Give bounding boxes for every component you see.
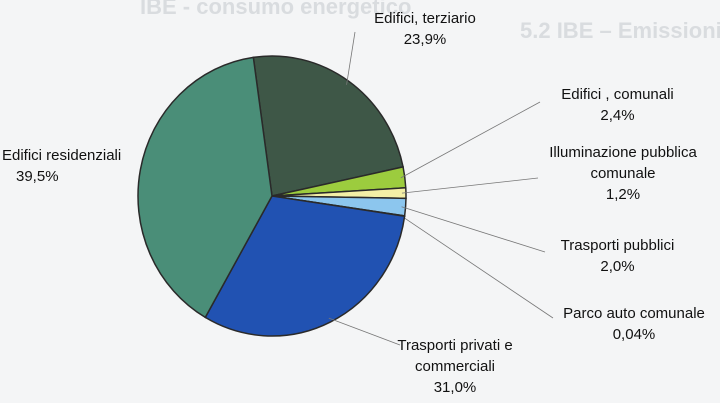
label-terziario: Edifici, terziario 23,9% — [360, 8, 490, 50]
leader-line-2 — [401, 177, 539, 194]
slice-label: Edifici residenziali — [2, 147, 122, 164]
leader-line-0 — [346, 31, 356, 85]
leader-line-4 — [400, 215, 554, 319]
slice-value-label: 2,4% — [600, 107, 635, 124]
slice-label: Illuminazione pubblica — [549, 144, 697, 161]
leader-line-5 — [328, 317, 401, 346]
background-heading-right: 5.2 IBE – Emissioni — [520, 18, 720, 43]
slice-label: Parco auto comunale — [563, 305, 705, 322]
slice-value-label: 1,2% — [605, 186, 641, 203]
pie-slice-6 — [137, 56, 273, 319]
slice-label: Edifici , comunali — [561, 86, 674, 103]
slice-label: Edifici, terziario — [374, 10, 476, 27]
slice-value-label: 23,9% — [403, 31, 447, 48]
slice-value-label: 2,0% — [600, 258, 635, 275]
slice-label: Trasporti privati e — [397, 337, 513, 354]
pie-slice-5 — [204, 195, 406, 337]
slice-value-label: 0,04% — [612, 326, 656, 343]
pie-slice-0 — [252, 55, 404, 197]
leader-line-3 — [401, 206, 546, 253]
label-parco-auto: Parco auto comunale 0,04% — [548, 303, 720, 345]
label-illuminazione: Illuminazione pubblica comunale 1,2% — [533, 142, 713, 205]
slice-label: comunale — [590, 165, 656, 182]
label-residenziali: Edifici residenziali 39,5% — [2, 145, 170, 187]
leader-line-1 — [400, 101, 541, 179]
slice-value-label: 39,5% — [16, 168, 59, 185]
label-comunali: Edifici , comunali 2,4% — [540, 84, 695, 126]
slice-label: Trasporti pubblici — [560, 237, 675, 254]
slice-value-label: 31,0% — [433, 379, 477, 396]
label-trasporti-privati: Trasporti privati e commerciali 31,0% — [375, 335, 535, 398]
label-trasporti-pubblici: Trasporti pubblici 2,0% — [540, 235, 695, 277]
background-heading-left: IBE - consumo energetico — [140, 0, 412, 19]
slice-label: commerciali — [414, 358, 495, 375]
